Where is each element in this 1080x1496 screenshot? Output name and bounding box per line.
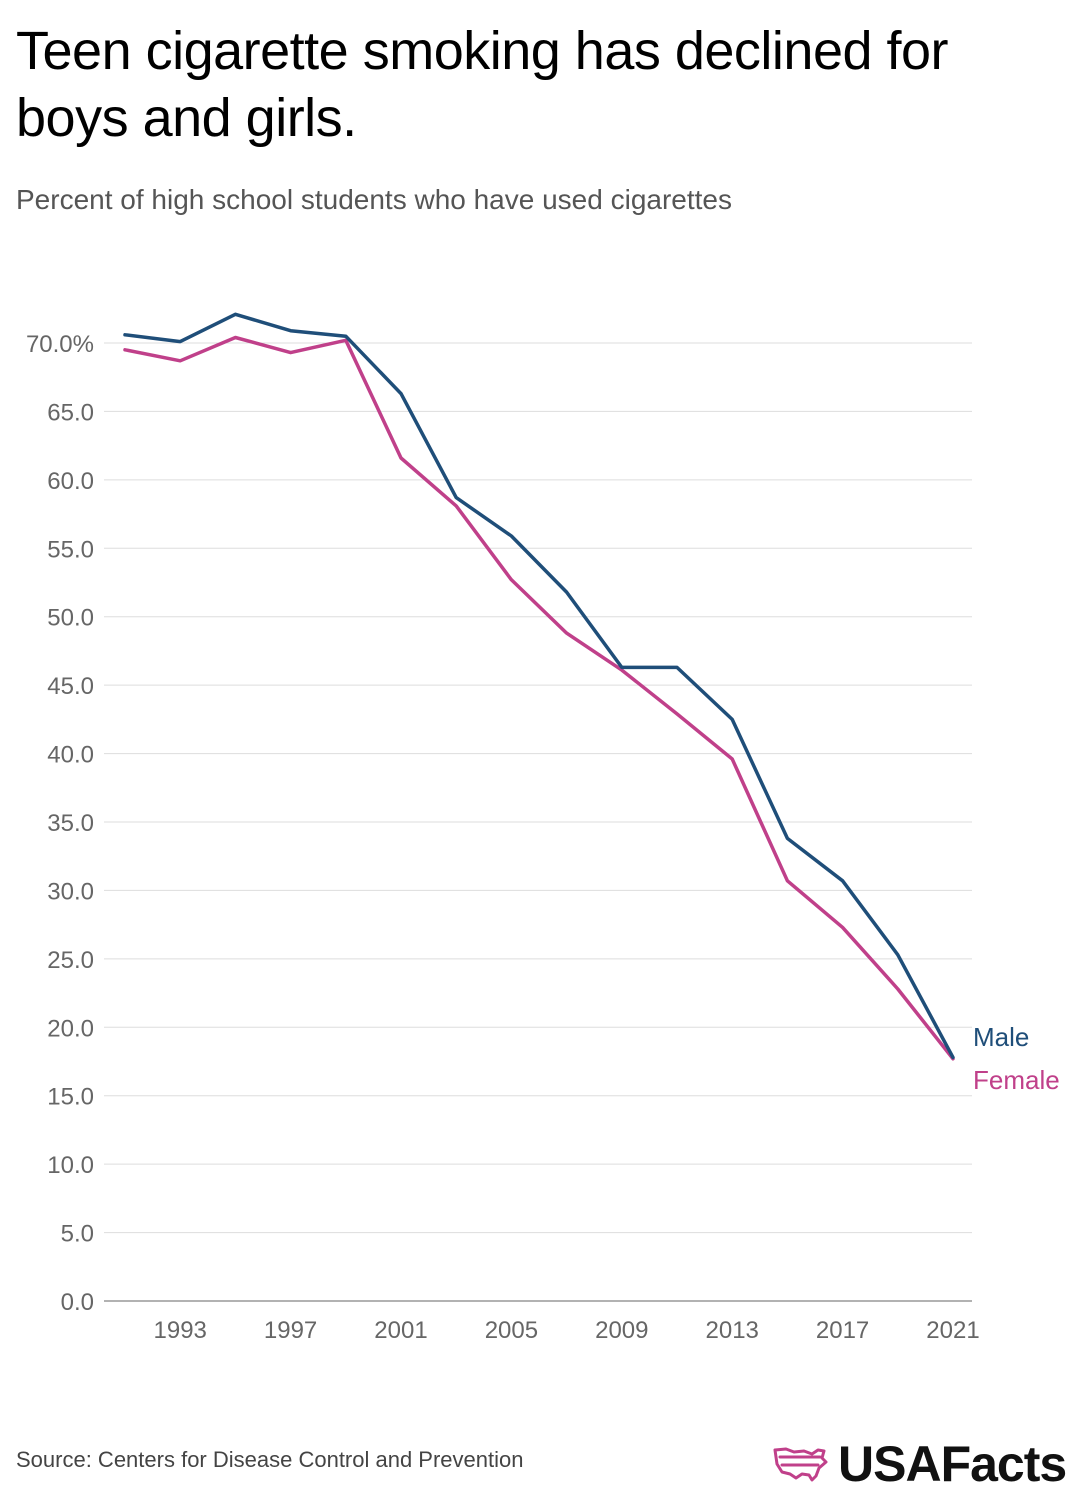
x-tick-label: 1993 — [154, 1317, 207, 1344]
chart-subtitle: Percent of high school students who have… — [16, 184, 732, 215]
series-end-labels: Male Female — [973, 1022, 1060, 1095]
y-tick-label: 35.0 — [47, 810, 94, 837]
x-tick-label: 2009 — [595, 1317, 648, 1344]
series-label-male: Male — [973, 1022, 1029, 1052]
x-tick-label: 2001 — [374, 1317, 427, 1344]
series-lines — [123, 312, 955, 1061]
chart-title: Teen cigarette smoking has declined for … — [16, 21, 949, 148]
usafacts-logo: USAFacts — [772, 1436, 1067, 1492]
series-line-male — [123, 312, 955, 1060]
y-tick-label: 25.0 — [47, 947, 94, 974]
y-tick-label: 15.0 — [47, 1084, 94, 1111]
y-tick-label: 45.0 — [47, 673, 94, 700]
x-tick-label: 2005 — [485, 1317, 538, 1344]
y-axis-tick-labels: 0.0 5.0 10.0 15.0 20.0 25.0 30.0 35.0 40.0 45.0 50… — [26, 331, 94, 1316]
y-tick-label: 60.0 — [47, 468, 94, 495]
x-axis-tick-labels: 1993 1997 2001 2005 2009 2013 2017 2021 — [154, 1317, 980, 1344]
grid-lines — [104, 342, 972, 1234]
series-line-female — [123, 335, 955, 1061]
brand-name: USAFacts — [838, 1436, 1067, 1492]
series-label-female: Female — [973, 1065, 1060, 1095]
x-tick-label: 2021 — [926, 1317, 979, 1344]
y-tick-label: 40.0 — [47, 742, 94, 769]
x-tick-label: 1997 — [264, 1317, 317, 1344]
source-note: Source: Centers for Disease Control and … — [16, 1447, 524, 1472]
x-tick-label: 2013 — [706, 1317, 759, 1344]
y-tick-label: 70.0% — [26, 331, 94, 358]
x-tick-label: 2017 — [816, 1317, 869, 1344]
y-tick-label: 50.0 — [47, 605, 94, 632]
line-chart: 0.0 5.0 10.0 15.0 20.0 25.0 30.0 35.0 40.0 45.0 50… — [26, 312, 1060, 1344]
y-tick-label: 0.0 — [61, 1289, 94, 1316]
y-tick-label: 20.0 — [47, 1015, 94, 1042]
y-tick-label: 10.0 — [47, 1152, 94, 1179]
y-tick-label: 30.0 — [47, 878, 94, 905]
usa-map-icon — [773, 1447, 828, 1482]
y-tick-label: 65.0 — [47, 399, 94, 426]
y-tick-label: 55.0 — [47, 536, 94, 563]
y-tick-label: 5.0 — [61, 1221, 94, 1248]
